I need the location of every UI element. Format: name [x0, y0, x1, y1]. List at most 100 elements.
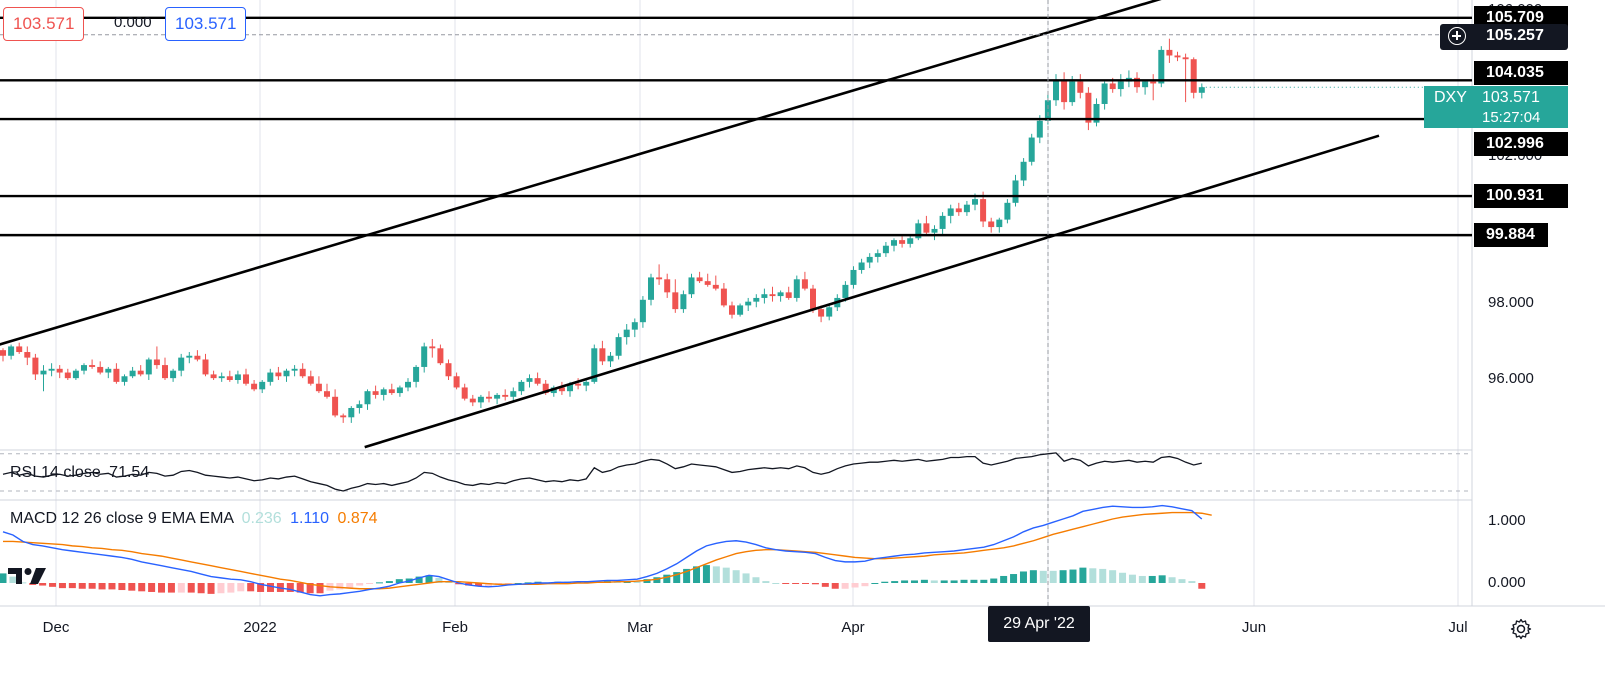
macd-histogram-bar — [693, 566, 701, 583]
candle-body — [1182, 57, 1189, 60]
candle-body — [777, 292, 784, 297]
macd-histogram-bar — [980, 579, 988, 583]
channel-line-1 — [364, 134, 1380, 449]
candle-body — [696, 277, 703, 282]
macd-hist-value: 0.236 — [241, 510, 282, 527]
macd-histogram-bar — [792, 583, 800, 584]
macd-histogram-bar — [148, 583, 156, 592]
settings-gear-icon[interactable] — [1509, 617, 1533, 641]
macd-pane[interactable] — [0, 504, 1212, 597]
candle-body — [947, 208, 954, 216]
candle-body — [899, 240, 906, 244]
rsi-pane[interactable] — [0, 452, 1472, 492]
candle-body — [664, 279, 671, 293]
candle-body — [737, 305, 744, 315]
rsi-name: RSI 14 close — [10, 464, 101, 481]
macd-histogram-bar — [395, 579, 403, 583]
macd-histogram-bar — [167, 583, 175, 593]
candle-body — [793, 279, 800, 298]
macd-histogram-bar — [484, 583, 492, 587]
candle-body — [963, 204, 970, 213]
price-tick-98: 98.000 — [1488, 294, 1534, 311]
candle-body — [121, 376, 128, 382]
last-price: 103.571 — [1482, 89, 1540, 106]
macd-histogram-bar — [772, 583, 780, 584]
price-pane[interactable] — [0, 38, 1472, 423]
level-tag-99884[interactable]: 99.884 — [1474, 223, 1548, 247]
macd-histogram-bar — [247, 583, 255, 592]
macd-histogram-bar — [375, 582, 383, 584]
candle-body — [24, 352, 31, 358]
candle-body — [672, 292, 679, 310]
candle-body — [380, 389, 387, 395]
candle-body — [429, 346, 436, 349]
macd-histogram-bar — [296, 583, 304, 593]
level-tag-100931[interactable]: 100.931 — [1474, 184, 1568, 208]
candle-body — [534, 378, 541, 384]
macd-histogram-bar — [831, 583, 839, 589]
macd-histogram-bar — [722, 567, 730, 583]
candle-body — [72, 370, 79, 379]
macd-histogram-bar — [910, 580, 918, 583]
candle-body — [445, 363, 452, 377]
candle-body — [356, 404, 363, 408]
candle-body — [1004, 202, 1011, 220]
candle-body — [1036, 120, 1043, 138]
macd-histogram-bar — [950, 580, 958, 583]
time-label-feb: Feb — [442, 619, 468, 636]
candle-body — [502, 394, 509, 397]
candle-body — [396, 387, 403, 394]
bid-price-box[interactable]: 103.571 — [3, 7, 85, 41]
crosshair-price-label[interactable]: 105.257 — [1440, 24, 1568, 50]
macd-histogram-bar — [207, 583, 215, 594]
candle-body — [923, 223, 930, 233]
macd-histogram-bar — [683, 568, 691, 583]
macd-histogram-bar — [732, 570, 740, 583]
candle-body — [421, 346, 428, 367]
candle-body — [210, 374, 217, 379]
candle-body — [874, 253, 881, 257]
candle-body — [680, 294, 687, 310]
candle-body — [583, 381, 590, 386]
macd-histogram-bar — [653, 577, 661, 583]
macd-histogram-bar — [98, 583, 106, 590]
macd-histogram-bar — [187, 583, 195, 593]
candle-body — [745, 301, 752, 306]
macd-histogram-bar — [960, 579, 968, 583]
macd-histogram-bar — [1029, 570, 1037, 583]
macd-histogram-bar — [1019, 571, 1027, 583]
macd-histogram-bar — [702, 565, 710, 583]
level-tag-102996[interactable]: 102.996 — [1474, 132, 1568, 156]
candle-body — [591, 348, 598, 382]
candle-body — [1061, 79, 1068, 103]
macd-histogram-bar — [1188, 581, 1196, 583]
candle-body — [648, 277, 654, 300]
candle-body — [1012, 180, 1019, 203]
macd-histogram-bar — [425, 575, 433, 583]
candle-body — [850, 269, 857, 285]
add-alert-plus-icon[interactable] — [1448, 27, 1466, 45]
candle-body — [842, 284, 849, 298]
rsi-legend[interactable]: RSI 14 close 71.54 — [10, 464, 149, 482]
macd-histogram-bar — [19, 582, 27, 584]
candle-body — [558, 387, 565, 392]
candle-body — [267, 372, 274, 382]
macd-legend[interactable]: MACD 12 26 close 9 EMA EMA 0.236 1.110 0… — [10, 510, 378, 528]
macd-histogram-bar — [1128, 574, 1136, 583]
macd-line-value: 1.110 — [290, 510, 330, 527]
candle-body — [866, 256, 873, 263]
ask-price-box[interactable]: 103.571 — [165, 7, 247, 41]
macd-histogram-bar — [49, 583, 57, 587]
candle-body — [599, 348, 606, 362]
candle-body — [826, 307, 833, 317]
candle-body — [145, 359, 152, 375]
macd-histogram-bar — [0, 573, 7, 583]
tradingview-logo-icon[interactable] — [6, 564, 50, 588]
macd-histogram-bar — [871, 583, 879, 584]
price-tick-96: 96.000 — [1488, 370, 1534, 387]
level-tag-104035[interactable]: 104.035 — [1474, 61, 1568, 85]
candle-body — [56, 368, 63, 373]
candle-body — [761, 294, 768, 298]
candle-body — [113, 368, 120, 382]
